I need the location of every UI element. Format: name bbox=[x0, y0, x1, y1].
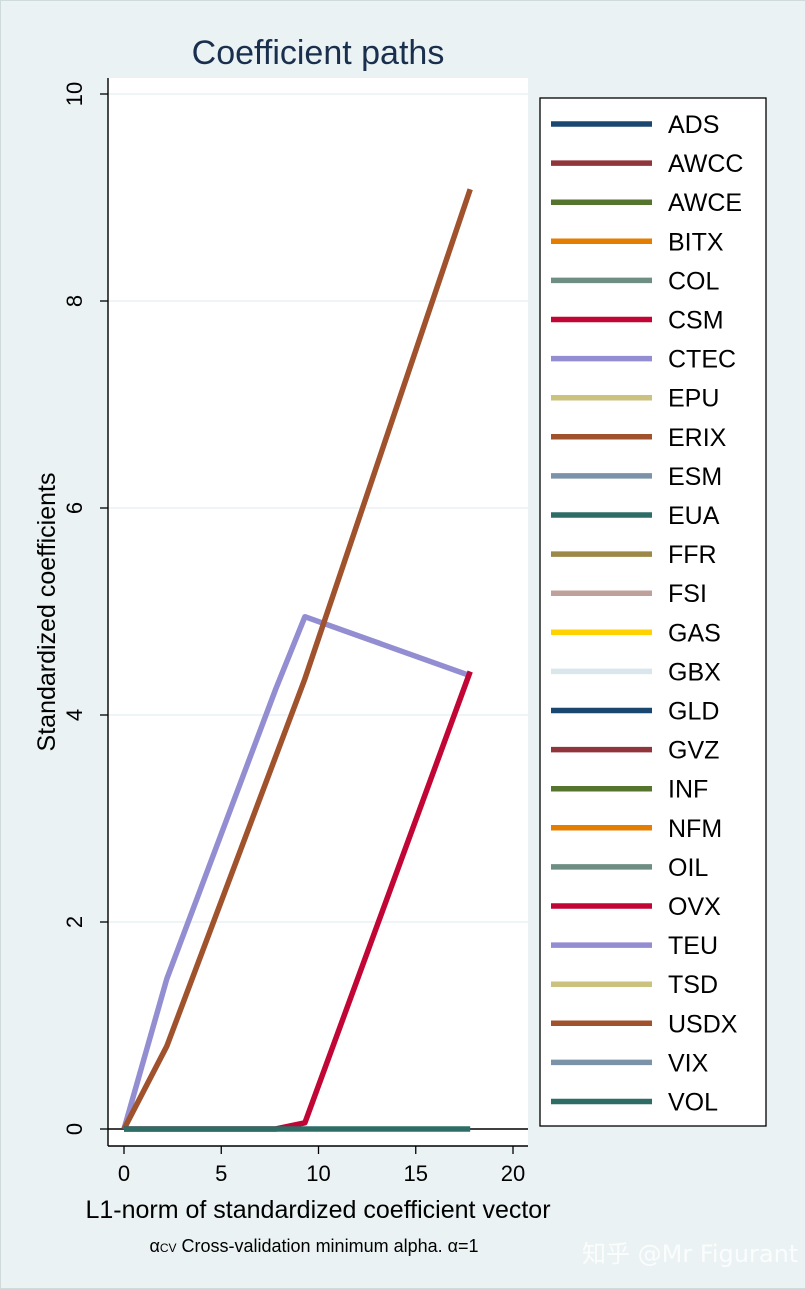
legend-label: AWCC bbox=[668, 150, 743, 178]
legend-item-epu: EPU bbox=[551, 385, 719, 413]
y-tick-label: 10 bbox=[62, 82, 87, 106]
watermark: 知乎 @Mr Figurant bbox=[582, 1240, 798, 1268]
legend-label: USDX bbox=[668, 1010, 738, 1038]
legend-label: AWCE bbox=[668, 189, 742, 217]
x-tick-label: 10 bbox=[306, 1161, 330, 1186]
legend-label: GVZ bbox=[668, 737, 719, 765]
legend: ADS AWCC AWCE BITX COL CSM CTEC EPU ERIX ESM EUA FF… bbox=[551, 111, 743, 1117]
y-axis-title: Standardized coefficients bbox=[33, 473, 61, 752]
legend-label: OIL bbox=[668, 854, 708, 882]
legend-label: COL bbox=[668, 267, 720, 295]
y-tick-label: 0 bbox=[62, 1123, 87, 1135]
legend-item-fsi: FSI bbox=[551, 580, 707, 608]
chart-title: Coefficient paths bbox=[192, 34, 445, 72]
legend-item-oil: OIL bbox=[551, 854, 708, 882]
legend-label: VIX bbox=[668, 1049, 709, 1077]
legend-item-teu: TEU bbox=[551, 932, 718, 960]
x-tick-label: 5 bbox=[215, 1161, 227, 1186]
legend-item-inf: INF bbox=[551, 776, 708, 804]
y-tick-label: 6 bbox=[62, 502, 87, 514]
y-tick-label: 2 bbox=[62, 916, 87, 928]
legend-label: FFR bbox=[668, 541, 717, 569]
legend-label: GAS bbox=[668, 619, 721, 647]
legend-item-usdx: USDX bbox=[551, 1010, 738, 1038]
legend-item-nfm: NFM bbox=[551, 815, 722, 843]
legend-item-esm: ESM bbox=[551, 463, 722, 491]
legend-item-col: COL bbox=[551, 267, 720, 295]
legend-item-csm: CSM bbox=[551, 307, 724, 335]
legend-label: GLD bbox=[668, 698, 719, 726]
legend-label: NFM bbox=[668, 815, 722, 843]
y-tick-label: 4 bbox=[62, 709, 87, 721]
legend-label: CTEC bbox=[668, 346, 736, 374]
legend-label: CSM bbox=[668, 307, 724, 335]
series-line-ctec bbox=[121, 613, 472, 1130]
legend-box bbox=[539, 97, 767, 1127]
x-tick-label: 20 bbox=[501, 1161, 525, 1186]
legend-label: EPU bbox=[668, 385, 719, 413]
legend-label: BITX bbox=[668, 228, 724, 256]
legend-item-gbx: GBX bbox=[551, 658, 721, 686]
chart-note: αCV Cross-validation minimum alpha. α=1 bbox=[149, 1236, 478, 1256]
axis-ticks: 0 2 4 6 8 10 0 5 10 15 20 bbox=[62, 82, 525, 1186]
legend-item-awce: AWCE bbox=[551, 189, 742, 217]
legend-label: EUA bbox=[668, 502, 720, 530]
legend-item-ovx: OVX bbox=[551, 893, 721, 921]
y-tick-label: 8 bbox=[62, 295, 87, 307]
plot-area bbox=[108, 78, 528, 1146]
legend-label: ERIX bbox=[668, 424, 727, 452]
legend-label: ADS bbox=[668, 111, 719, 139]
legend-label: FSI bbox=[668, 580, 707, 608]
legend-label: VOL bbox=[668, 1089, 718, 1117]
legend-label: ESM bbox=[668, 463, 722, 491]
legend-item-gld: GLD bbox=[551, 698, 719, 726]
legend-item-awcc: AWCC bbox=[551, 150, 743, 178]
x-tick-label: 0 bbox=[118, 1161, 130, 1186]
legend-item-erix: ERIX bbox=[551, 424, 727, 452]
legend-item-ads: ADS bbox=[551, 111, 719, 139]
note-text: Cross-validation minimum alpha. α=1 bbox=[177, 1236, 479, 1256]
legend-item-bitx: BITX bbox=[551, 228, 724, 256]
legend-item-vix: VIX bbox=[551, 1049, 709, 1077]
legend-label: INF bbox=[668, 776, 708, 804]
legend-item-eua: EUA bbox=[551, 502, 720, 530]
legend-item-gas: GAS bbox=[551, 619, 721, 647]
legend-item-ctec: CTEC bbox=[551, 346, 736, 374]
note-alpha-subscript: CV bbox=[160, 1241, 177, 1255]
legend-label: TSD bbox=[668, 971, 718, 999]
legend-label: OVX bbox=[668, 893, 721, 921]
series-line-erix bbox=[121, 188, 473, 1131]
legend-label: TEU bbox=[668, 932, 718, 960]
x-axis-title: L1-norm of standardized coefficient vect… bbox=[85, 1196, 550, 1224]
legend-item-ffr: FFR bbox=[551, 541, 717, 569]
legend-item-tsd: TSD bbox=[551, 971, 718, 999]
x-tick-label: 15 bbox=[404, 1161, 428, 1186]
note-alpha-symbol: α bbox=[149, 1236, 159, 1256]
legend-label: GBX bbox=[668, 658, 721, 686]
series-lines bbox=[121, 188, 473, 1132]
legend-item-vol: VOL bbox=[551, 1089, 718, 1117]
legend-item-gvz: GVZ bbox=[551, 737, 719, 765]
